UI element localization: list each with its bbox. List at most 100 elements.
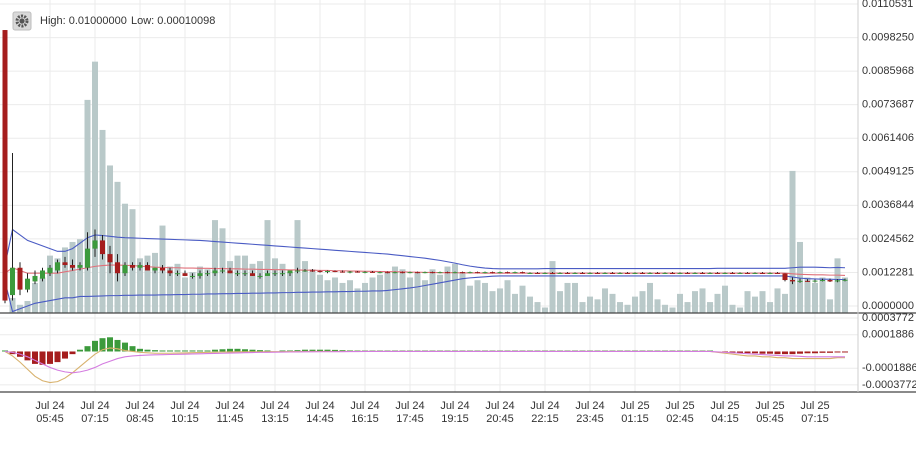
candle-body <box>535 272 540 274</box>
candle-body <box>797 280 803 282</box>
candle-body <box>707 272 713 274</box>
volume-bar <box>189 272 196 313</box>
volume-bar <box>812 282 818 313</box>
candle-body <box>745 272 750 274</box>
x-tick-label: Jul 25 01:15 <box>620 400 649 425</box>
histogram-bar <box>189 350 196 352</box>
x-tick-date: Jul 24 <box>305 400 334 412</box>
volume-bar <box>444 266 451 313</box>
candle-body <box>272 273 278 275</box>
histogram-bar <box>744 351 751 354</box>
histogram-bar <box>204 350 211 352</box>
x-tick-label: Jul 25 04:15 <box>710 400 739 425</box>
candle-body <box>130 265 135 268</box>
x-tick-time: 05:45 <box>756 413 784 425</box>
candle-body <box>670 272 675 274</box>
x-tick-date: Jul 24 <box>170 400 199 412</box>
candle-body <box>332 271 338 273</box>
candle-body <box>242 273 248 275</box>
volume-bar <box>624 304 631 313</box>
histogram-bar <box>182 350 188 352</box>
candle-body <box>527 272 533 274</box>
candle-body <box>460 272 465 274</box>
candle-body <box>790 280 795 282</box>
candle-body <box>227 270 233 274</box>
volume-bar <box>639 291 646 313</box>
histogram-bar <box>47 351 53 364</box>
volume-bar <box>519 285 526 313</box>
candle-body <box>422 272 428 274</box>
x-tick-date: Jul 24 <box>485 400 514 412</box>
volume-bar <box>39 277 46 313</box>
y-tick-label: 0.0024562 <box>862 233 914 245</box>
candle-body <box>220 270 225 272</box>
volume-bar <box>497 288 503 313</box>
volume-bar <box>9 297 16 313</box>
candle-body <box>197 273 203 276</box>
histogram-bar <box>69 351 76 355</box>
candle-body <box>10 267 15 296</box>
candle-body <box>25 278 30 290</box>
volume-bar <box>204 269 211 313</box>
indicator-line <box>4 228 846 270</box>
candle-body <box>190 275 195 277</box>
volume-bar <box>414 272 421 313</box>
histogram-bar <box>257 350 263 352</box>
candle-body <box>2 30 8 301</box>
y-tick-label: 0.0061406 <box>862 132 914 144</box>
histogram-bar <box>287 350 293 352</box>
histogram-bar <box>167 350 173 352</box>
candle-body <box>347 271 353 273</box>
volume-bar <box>174 263 181 313</box>
x-tick-label: Jul 24 10:15 <box>170 400 199 425</box>
candle-body <box>752 272 758 274</box>
volume-bar <box>242 255 248 313</box>
candle-body <box>512 272 518 274</box>
x-tick-date: Jul 24 <box>80 400 109 412</box>
x-tick-date: Jul 24 <box>395 400 424 412</box>
x-tick-label: Jul 24 11:45 <box>215 400 244 425</box>
x-tick-label: Jul 24 22:15 <box>530 400 559 425</box>
histogram-bar <box>759 351 766 354</box>
volume-bar <box>684 302 691 313</box>
histogram-bar <box>2 350 8 352</box>
volume-bar <box>662 304 668 313</box>
volume-bar <box>797 241 803 313</box>
x-tick-time: 08:45 <box>126 413 154 425</box>
y-tick-label: 0.0036844 <box>862 199 914 211</box>
volume-bar <box>32 282 38 313</box>
histogram-bar <box>294 350 301 352</box>
histogram-bar <box>159 350 166 352</box>
volume-bar <box>527 296 533 313</box>
x-tick-label: Jul 24 17:45 <box>395 400 424 425</box>
volume-bar <box>62 247 68 313</box>
candle-body <box>47 267 53 274</box>
volume-bar <box>677 293 683 313</box>
candle-body <box>805 280 810 282</box>
volume-bar <box>789 170 796 313</box>
histogram-bar <box>152 350 158 352</box>
volume-bar <box>654 299 661 313</box>
volume-bar <box>534 302 541 313</box>
candle-body <box>617 272 623 274</box>
volume-bar <box>452 263 458 313</box>
histogram-bar <box>24 351 31 361</box>
candle-body <box>340 271 345 273</box>
x-tick-time: 04:15 <box>711 413 739 425</box>
candle-body <box>467 272 473 274</box>
histogram-bar <box>227 348 233 352</box>
candle-body <box>287 270 293 274</box>
histogram-bar <box>62 351 68 359</box>
volume-bar <box>339 282 346 313</box>
volume-bar <box>302 261 308 313</box>
candle-body <box>685 272 690 274</box>
x-tick-label: Jul 25 07:15 <box>800 400 829 425</box>
histogram-bar <box>302 349 308 352</box>
x-tick-label: Jul 24 16:15 <box>350 400 379 425</box>
histogram-bar <box>99 338 106 352</box>
volume-bar <box>714 293 721 313</box>
histogram-bar <box>279 350 286 352</box>
candle-body <box>452 272 458 274</box>
candle-body <box>325 271 330 273</box>
